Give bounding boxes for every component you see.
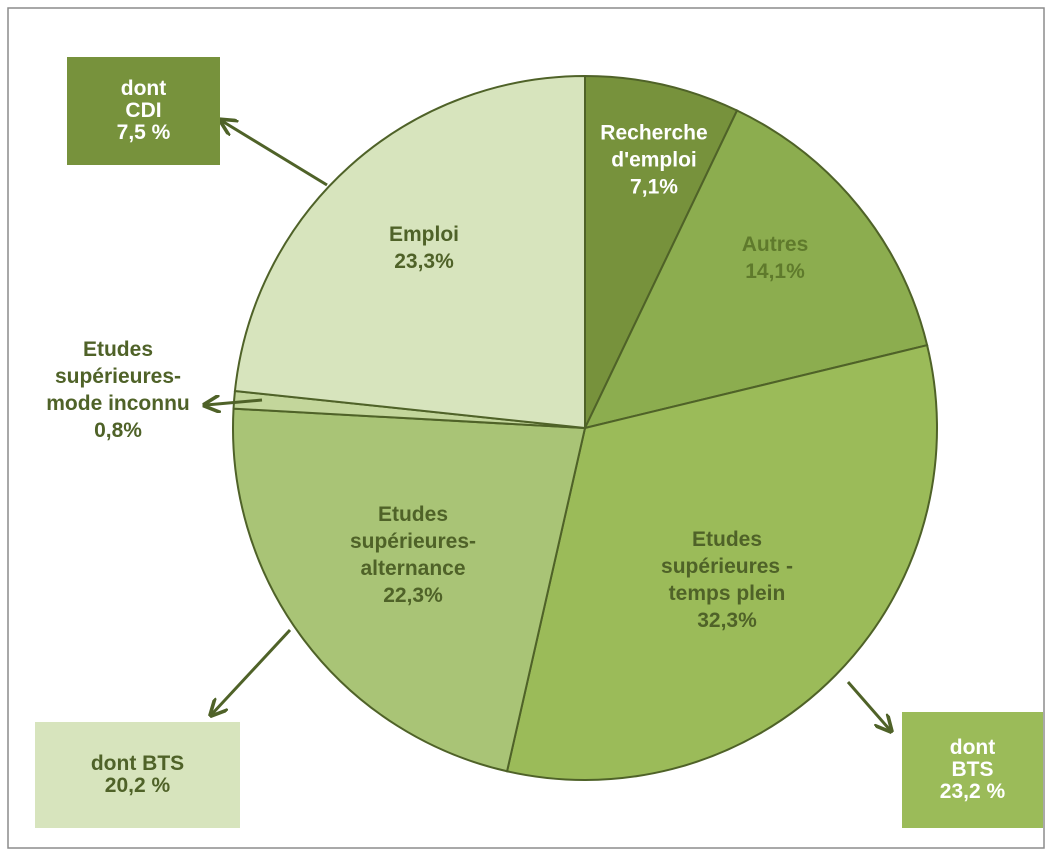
value-label: 32,3% bbox=[697, 609, 757, 632]
value-label: 0,8% bbox=[94, 419, 142, 442]
slice-label: Etudes supérieures - temps plein 32,3% bbox=[661, 526, 793, 634]
pie-slice bbox=[505, 344, 938, 781]
value-label: 7,1% bbox=[630, 175, 678, 199]
slice-label: Etudes supérieures- alternance 22,3% bbox=[350, 501, 476, 609]
slice-label: Etudes supérieures- mode inconnu 0,8% bbox=[46, 336, 190, 444]
pie-slice bbox=[233, 74, 586, 430]
category-label: Etudes supérieures - temps plein bbox=[661, 528, 793, 605]
arrow bbox=[846, 681, 890, 730]
category-label: Recherche d'emploi bbox=[600, 121, 708, 172]
arrows bbox=[206, 121, 890, 730]
category-label: Emploi bbox=[388, 223, 460, 246]
pie-slice bbox=[583, 109, 929, 430]
annotation-box: dont BTS 20,2 % bbox=[35, 722, 240, 828]
category-label: Autres bbox=[741, 233, 809, 256]
pie bbox=[232, 74, 938, 781]
frame bbox=[7, 7, 1045, 849]
arrow bbox=[206, 400, 263, 405]
category-label: Etudes supérieures- alternance bbox=[349, 503, 477, 580]
category-label: Etudes supérieures- mode inconnu bbox=[46, 338, 190, 415]
pie-slice bbox=[232, 407, 587, 773]
arrow bbox=[212, 628, 292, 714]
value-label: 23,3% bbox=[394, 250, 454, 273]
value-label: 22,3% bbox=[383, 584, 443, 607]
arrow bbox=[222, 121, 328, 187]
value-label: 14,1% bbox=[745, 260, 805, 283]
slice-label: Recherche d'emploi 7,1% bbox=[600, 120, 707, 201]
annotation-box: dont BTS 23,2 % bbox=[902, 712, 1043, 828]
slice-label: Emploi 23,3% bbox=[389, 221, 459, 275]
annotation-box: dont CDI 7,5 % bbox=[67, 57, 220, 165]
pie-slice bbox=[584, 74, 739, 429]
slice-label: Autres 14,1% bbox=[742, 231, 809, 285]
